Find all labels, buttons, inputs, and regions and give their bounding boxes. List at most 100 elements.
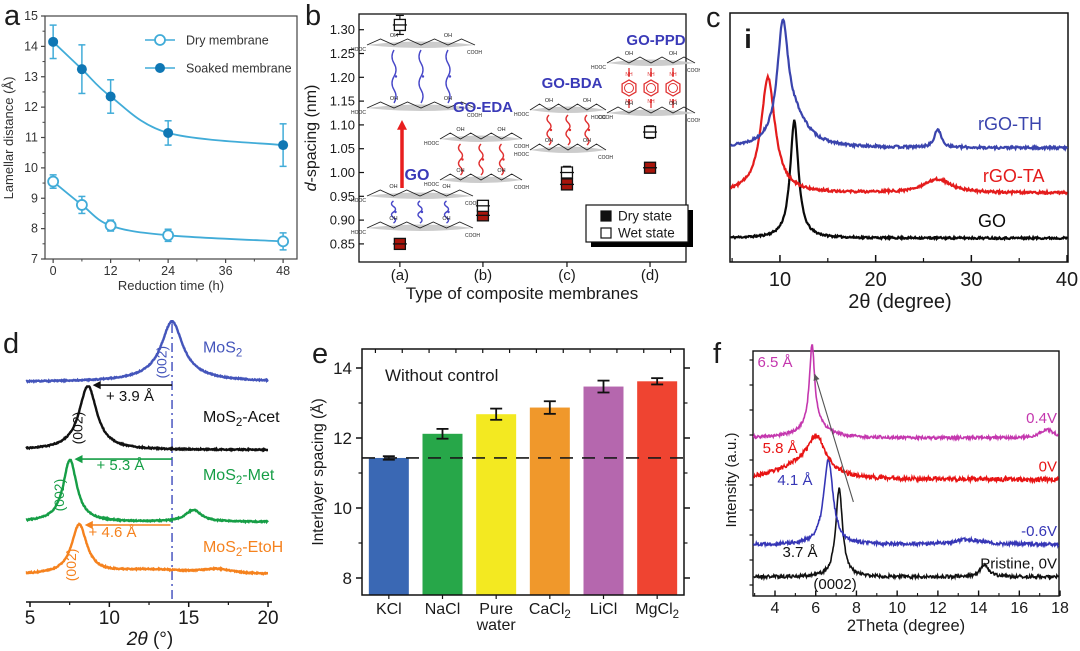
panel-f: 4 6 8 10 12 14 16 18 2Theta (degree) Intensity (a…: [700, 330, 1080, 651]
bar-2: [476, 414, 517, 595]
svg-text:18: 18: [1051, 600, 1069, 617]
panel-c: 10 20 30 40 2θ (degree) i GO rGO-TA rGO-TH: [700, 0, 1080, 327]
svg-text:HOOC: HOOC: [351, 47, 366, 53]
curve--0.6V: [752, 457, 1060, 549]
svg-text:0: 0: [50, 264, 57, 278]
svg-text:(a): (a): [391, 267, 409, 284]
svg-text:HOOC: HOOC: [514, 152, 529, 158]
svg-text:water: water: [476, 617, 517, 634]
curve-Pristine, 0V: [753, 487, 1060, 582]
svg-text:OH: OH: [583, 138, 591, 144]
bar-4: [583, 386, 624, 595]
svg-text:OH: OH: [669, 101, 677, 107]
svg-text:(0002): (0002): [813, 576, 856, 593]
svg-text:13: 13: [24, 70, 38, 84]
svg-text:HOOC: HOOC: [424, 141, 439, 147]
svg-text:COOH: COOH: [598, 115, 613, 121]
svg-text:+ 3.9 Å: + 3.9 Å: [106, 388, 154, 405]
svg-text:COOH: COOH: [467, 113, 482, 119]
svg-text:Soaked membrane: Soaked membrane: [186, 62, 292, 76]
svg-text:20: 20: [257, 608, 278, 629]
svg-text:HOOC: HOOC: [424, 182, 439, 188]
panel-e: 8 10 12 14 KCl NaCl Pure water CaCl2 LiCl MgCl2 Int…: [310, 330, 702, 651]
panel-b: 0.85 0.90 0.95 1.00 1.05 1.10 1.15 1.20 1.25 1.30…: [300, 0, 702, 337]
svg-text:5.8 Å: 5.8 Å: [763, 440, 798, 457]
svg-text:9: 9: [31, 191, 38, 205]
svg-text:2θ (°): 2θ (°): [126, 629, 173, 650]
svg-text:OH: OH: [583, 98, 591, 104]
curve-rGO-TA: [730, 72, 1068, 197]
svg-text:OH: OH: [497, 127, 505, 133]
svg-text:OH: OH: [625, 101, 633, 107]
svg-text:36: 36: [219, 264, 233, 278]
chart-dspacing-membranes: 0.85 0.90 0.95 1.00 1.05 1.10 1.15 1.20 1.25 1.30…: [303, 13, 702, 303]
svg-text:8: 8: [31, 222, 38, 236]
svg-text:OH: OH: [625, 51, 633, 57]
svg-text:0.90: 0.90: [330, 213, 355, 228]
svg-text:6.5 Å: 6.5 Å: [757, 354, 792, 371]
svg-text:12: 12: [929, 600, 947, 617]
svg-text:COOH: COOH: [514, 185, 529, 191]
svg-text:5: 5: [25, 608, 36, 629]
svg-text:Pure: Pure: [479, 601, 513, 618]
svg-text:+ 5.3 Å: + 5.3 Å: [96, 457, 144, 474]
svg-text:Lamellar distance (Å): Lamellar distance (Å): [1, 77, 16, 200]
panel-letter-e: e: [312, 338, 329, 370]
svg-text:OH: OH: [390, 33, 398, 39]
svg-text:OH: OH: [444, 96, 452, 102]
svg-text:Pristine, 0V: Pristine, 0V: [980, 556, 1057, 573]
svg-text:11: 11: [25, 131, 38, 145]
svg-text:NH: NH: [625, 72, 633, 78]
svg-text:14: 14: [333, 359, 352, 378]
chart-xrd-go: 10 20 30 40 2θ (degree) i GO rGO-TA rGO-TH: [729, 12, 1078, 313]
svg-text:Reduction time (h): Reduction time (h): [118, 278, 224, 293]
svg-text:HOOC: HOOC: [591, 65, 606, 71]
svg-text:COOH: COOH: [687, 68, 700, 74]
svg-text:OH: OH: [389, 184, 397, 190]
svg-text:8: 8: [852, 600, 861, 617]
svg-text:OH: OH: [442, 216, 450, 222]
svg-text:HOOC: HOOC: [351, 230, 366, 236]
svg-text:12: 12: [104, 264, 118, 278]
svg-text:Wet state: Wet state: [618, 226, 675, 241]
svg-text:0.85: 0.85: [330, 236, 355, 251]
svg-text:(b): (b): [474, 267, 492, 284]
bar-3: [529, 407, 570, 595]
svg-text:(002): (002): [69, 412, 85, 445]
svg-text:COOH: COOH: [514, 144, 529, 150]
panel-d: 5 10 15 20 2θ (°) MoS2 (002) MoS2-Acet (002) MoS2…: [0, 318, 332, 651]
svg-text:NH: NH: [647, 99, 655, 105]
svg-text:1.15: 1.15: [330, 94, 355, 109]
svg-text:LiCl: LiCl: [590, 601, 618, 618]
panel-letter-c: c: [706, 2, 721, 34]
svg-text:1.00: 1.00: [330, 165, 355, 180]
svg-text:MgCl2: MgCl2: [635, 601, 679, 621]
svg-text:OH: OH: [444, 33, 452, 39]
svg-text:OH: OH: [442, 184, 450, 190]
svg-text:-0.6V: -0.6V: [1021, 523, 1057, 540]
svg-text:10: 10: [333, 499, 352, 518]
svg-text:0.95: 0.95: [330, 189, 355, 204]
svg-text:COOH: COOH: [687, 118, 700, 124]
svg-text:15: 15: [24, 9, 38, 23]
svg-text:CaCl2: CaCl2: [529, 601, 571, 621]
svg-text:12: 12: [24, 100, 38, 114]
svg-text:MoS2-Acet: MoS2-Acet: [203, 409, 280, 429]
curve-GO: [730, 119, 1069, 242]
svg-text:NH: NH: [669, 72, 677, 78]
svg-text:(002): (002): [51, 479, 67, 512]
svg-text:40: 40: [1056, 269, 1078, 291]
svg-text:0.4V: 0.4V: [1026, 410, 1057, 427]
svg-text:d-spacing (nm): d-spacing (nm): [303, 85, 320, 192]
curve-0.4V: [752, 344, 1059, 443]
xrd-stack-chart: 5 10 15 20 2θ (°) MoS2 (002) MoS2-Acet (002) MoS2…: [25, 318, 283, 650]
bar-5: [637, 381, 678, 595]
svg-text:Interlayer spacing (Å): Interlayer spacing (Å): [310, 398, 327, 545]
svg-text:MoS2: MoS2: [203, 340, 242, 360]
svg-text:HOOC: HOOC: [351, 110, 366, 116]
svg-text:COOH: COOH: [598, 155, 613, 161]
svg-text:Dry membrane: Dry membrane: [186, 34, 269, 48]
svg-text:2θ (degree): 2θ (degree): [848, 291, 951, 313]
svg-text:24: 24: [161, 264, 175, 278]
svg-text:(002): (002): [63, 549, 79, 582]
